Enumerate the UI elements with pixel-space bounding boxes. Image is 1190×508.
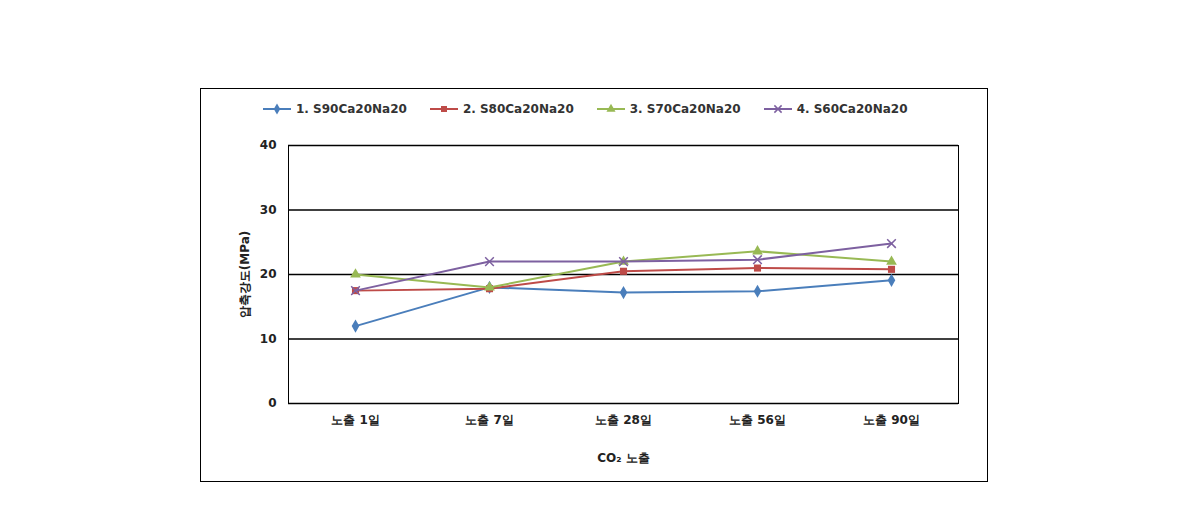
html-text:2. S80Ca20Na20: 2. S80Ca20Na20 bbox=[462, 102, 574, 116]
svg-text:노출 28일: 노출 28일 bbox=[595, 413, 652, 427]
svg-text:40: 40 bbox=[260, 138, 277, 152]
svg-text:CO₂ 노출: CO₂ 노출 bbox=[597, 451, 649, 465]
html-text:3. S70Ca20Na20: 3. S70Ca20Na20 bbox=[629, 102, 741, 116]
svg-text:30: 30 bbox=[260, 203, 277, 217]
svg-text:20: 20 bbox=[260, 267, 277, 281]
svg-text:노출 1일: 노출 1일 bbox=[331, 413, 380, 427]
svg-text:노출 56일: 노출 56일 bbox=[729, 413, 786, 427]
svg-text:노출 90일: 노출 90일 bbox=[863, 413, 920, 427]
svg-text:0: 0 bbox=[268, 396, 276, 410]
svg-text:압축강도(MPa): 압축강도(MPa) bbox=[238, 231, 252, 318]
svg-text:10: 10 bbox=[260, 332, 277, 346]
html-text:1. S90Ca20Na20: 1. S90Ca20Na20 bbox=[296, 102, 407, 116]
html-text:4. S60Ca20Na20: 4. S60Ca20Na20 bbox=[796, 102, 908, 116]
svg-text:노출 7일: 노출 7일 bbox=[465, 413, 514, 427]
